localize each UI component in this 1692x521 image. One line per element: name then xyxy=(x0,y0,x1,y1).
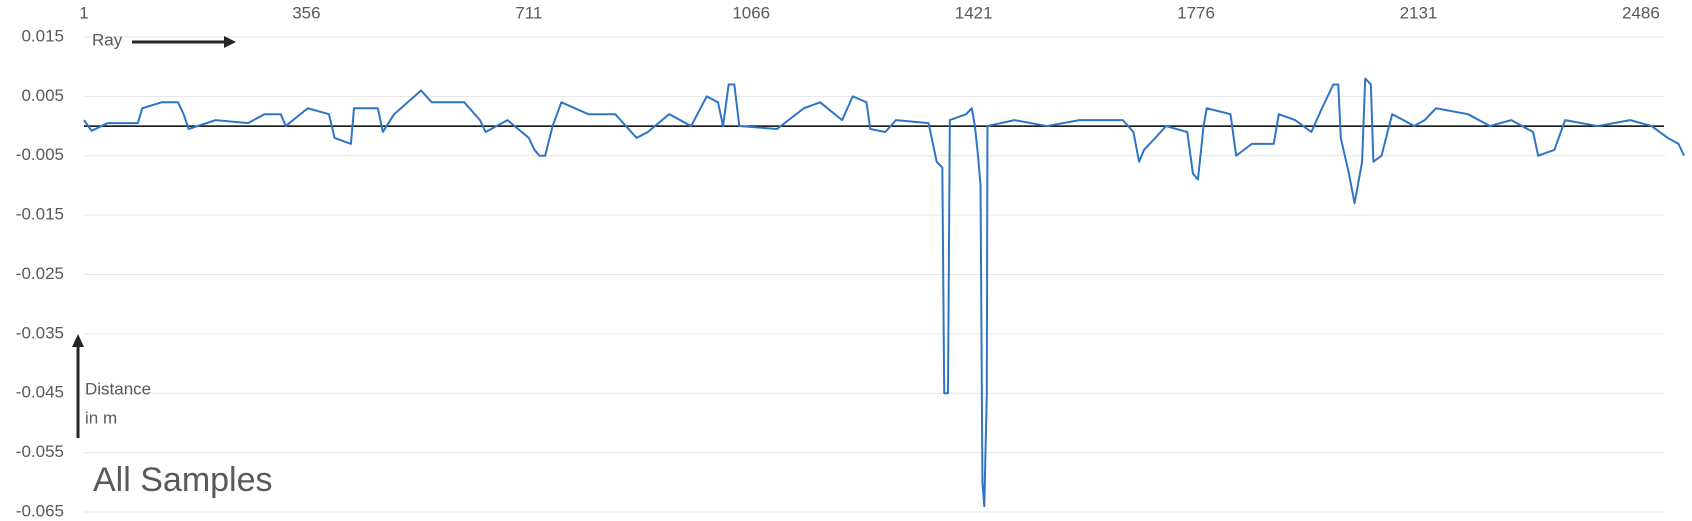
x-tick-label: 1066 xyxy=(732,3,770,22)
y-tick-label: -0.045 xyxy=(16,383,64,402)
data-line xyxy=(83,77,1686,508)
y-arrow-head xyxy=(72,334,84,347)
x-arrow-label: Ray xyxy=(92,30,123,49)
x-tick-label: 1421 xyxy=(955,3,993,22)
x-tick-label: 2486 xyxy=(1622,3,1660,22)
y-tick-label: -0.055 xyxy=(16,442,64,461)
x-tick-label: 1776 xyxy=(1177,3,1215,22)
y-tick-label: -0.005 xyxy=(16,145,64,164)
y-tick-label: -0.065 xyxy=(16,501,64,520)
y-tick-label: -0.025 xyxy=(16,264,64,283)
x-tick-label: 356 xyxy=(292,3,320,22)
y-tick-label: -0.035 xyxy=(16,323,64,342)
panel-label: All Samples xyxy=(93,461,273,499)
x-tick-label: 1 xyxy=(79,3,88,22)
x-arrow-head xyxy=(224,36,236,48)
y-tick-label: 0.015 xyxy=(21,26,64,45)
y-tick-label: -0.015 xyxy=(16,205,64,224)
y-arrow-label: Distance xyxy=(85,379,151,398)
y-arrow-label: in m xyxy=(85,408,117,427)
y-tick-label: 0.005 xyxy=(21,86,64,105)
x-tick-label: 2131 xyxy=(1400,3,1438,22)
x-tick-label: 711 xyxy=(515,3,542,22)
